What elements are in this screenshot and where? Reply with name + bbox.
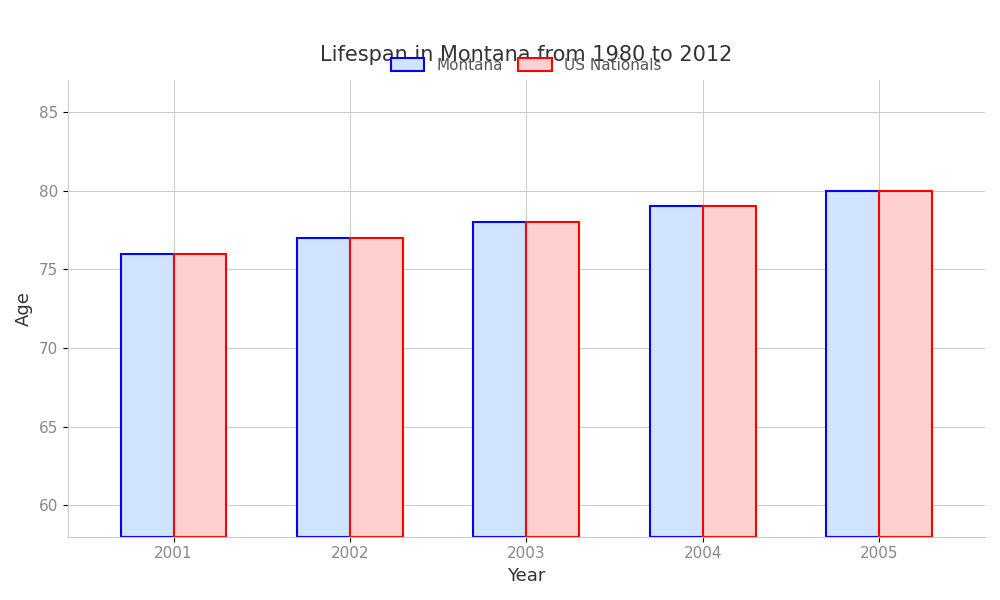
Bar [879,191,932,537]
Bar [121,254,174,537]
Bar [297,238,350,537]
X-axis label: Year: Year [507,567,546,585]
Bar [650,206,703,537]
Legend: Montana, US Nationals: Montana, US Nationals [385,52,668,79]
Bar [703,206,756,537]
Bar [174,254,226,537]
Bar [473,222,526,537]
Bar [350,238,403,537]
Y-axis label: Age: Age [15,291,33,326]
Title: Lifespan in Montana from 1980 to 2012: Lifespan in Montana from 1980 to 2012 [320,45,733,65]
Bar [826,191,879,537]
Bar [526,222,579,537]
